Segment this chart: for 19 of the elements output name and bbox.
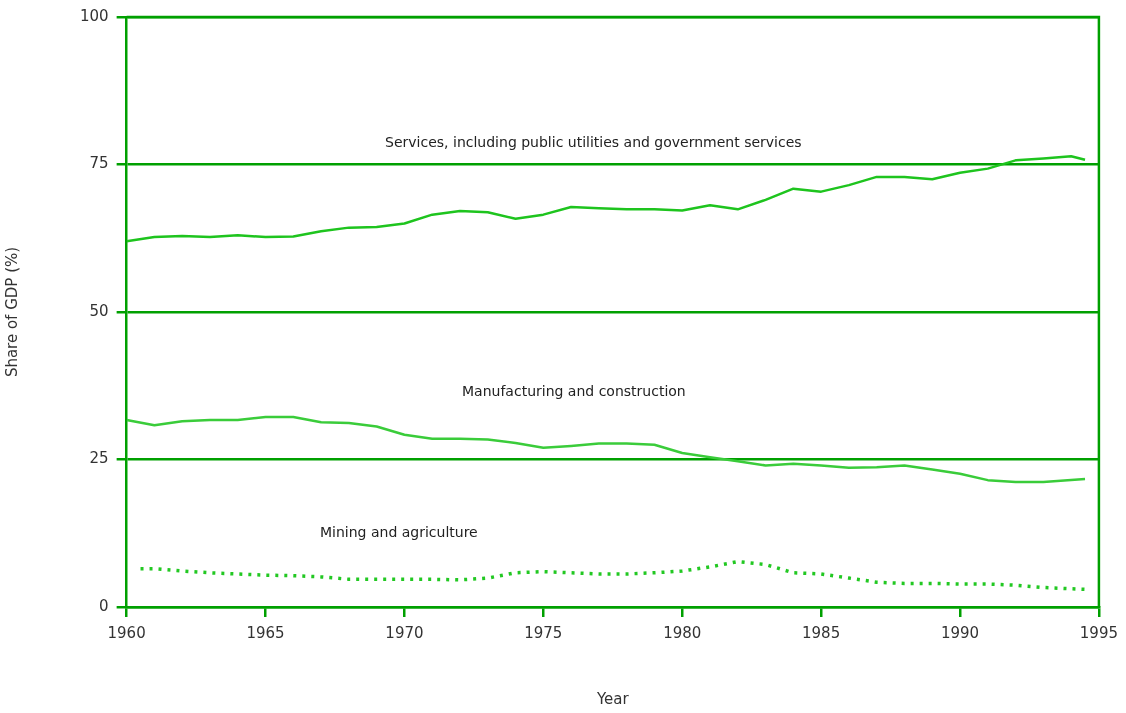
x-tick-label: 1965: [246, 623, 285, 642]
x-tick-label: 1960: [107, 623, 146, 642]
y-axis-title: Share of GDP (%): [2, 246, 21, 378]
y-tick-label: 75: [89, 154, 109, 173]
x-tick-label: 1970: [385, 623, 424, 642]
text: Services, including public utilities and government services: [385, 134, 802, 151]
text: Mining and agriculture: [320, 523, 478, 540]
x-axis-title: Year: [595, 689, 630, 708]
x-tick-label: 1995: [1079, 623, 1119, 642]
x-tick-label: 1980: [663, 623, 702, 642]
y-tick-label: 100: [79, 6, 109, 25]
x-tick-label: 1975: [524, 623, 563, 642]
x-tick-label: 1990: [940, 623, 980, 642]
text: Manufacturing and construction: [462, 382, 686, 399]
y-tick-label: 0: [99, 596, 109, 615]
y-tick-label: 25: [89, 449, 109, 468]
y-tick-label: 50: [89, 301, 109, 320]
x-tick-label: 1985: [802, 623, 841, 642]
line-series: [138, 559, 1087, 592]
